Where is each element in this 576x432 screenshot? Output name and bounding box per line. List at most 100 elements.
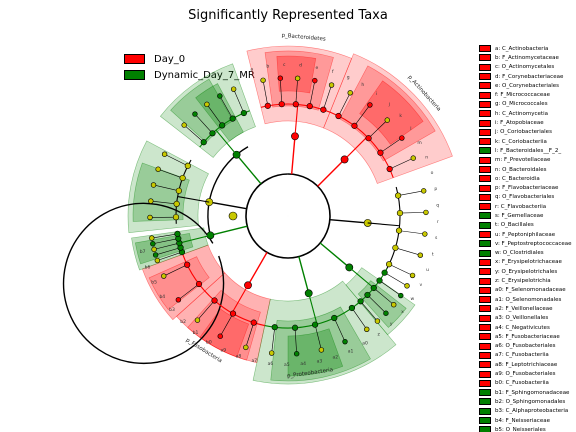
key-swatch: [479, 249, 491, 257]
tree-node: [347, 90, 353, 96]
tree-node: [392, 244, 399, 251]
tree-node: [367, 102, 373, 108]
clade-sector: [345, 267, 416, 336]
tree-node: [217, 333, 223, 339]
key-item: i: F_Atopobiaceae: [479, 118, 576, 127]
clade-letter: f: [332, 69, 334, 75]
tree-node: [211, 297, 218, 304]
key-swatch: [479, 175, 491, 183]
tree-node: [268, 350, 275, 356]
clade-letter: i: [376, 91, 377, 97]
tree-branch: [344, 136, 368, 160]
tree-node: [155, 166, 161, 172]
tree-node: [271, 324, 278, 331]
key-item: b2: O_Sphingomonadales: [479, 397, 576, 406]
tree-node: [161, 151, 168, 157]
tree-branch: [290, 136, 296, 175]
tree-branch: [399, 230, 425, 235]
clade-sector: [276, 55, 317, 94]
tree-branch: [158, 168, 183, 179]
key-item: d: F_Corynebacteriaceae: [479, 72, 576, 81]
key-swatch: [479, 156, 491, 164]
tree-node: [277, 75, 283, 81]
clade-sector: [252, 280, 397, 385]
tree-node: [240, 109, 247, 117]
key-label: a3: O_Veillonellales: [495, 315, 549, 322]
key-item: j: O_Coriobacteriales: [479, 128, 576, 137]
tree-node: [420, 188, 427, 194]
taxa-key-list: a: C_Actinobacteria b: F_Actinomycetaceae…: [479, 44, 576, 432]
tree-branch: [245, 322, 255, 348]
key-label: v: F_Peptostreptococcaceae: [495, 240, 572, 247]
key-swatch: [479, 351, 491, 359]
key-item: w: O_Clostridiales: [479, 249, 576, 258]
clade-sector: [141, 244, 226, 321]
tree-branch: [319, 242, 350, 268]
key-label: w: O_Clostridiales: [495, 250, 544, 257]
clade-letter: v: [419, 283, 422, 288]
key-item: a2: F_Veillonellaceae: [479, 304, 576, 313]
key-item: s: F_Gemellaceae: [479, 211, 576, 220]
tree-node: [184, 162, 191, 169]
tree-node: [391, 302, 397, 308]
key-swatch: [479, 54, 491, 62]
tree-node: [364, 291, 371, 299]
tree-node: [250, 319, 257, 326]
tree-branch: [155, 247, 181, 256]
clade-letter: a1: [348, 348, 354, 354]
clade-sector: [287, 328, 344, 377]
tree-node: [154, 257, 161, 264]
clade-letter: h: [361, 82, 364, 88]
key-label: s: F_Gemellaceae: [495, 212, 544, 219]
key-swatch: [479, 370, 491, 378]
tree-branch: [298, 256, 310, 294]
key-item: b4: F_Neisseriaceae: [479, 416, 576, 425]
clade-sector: [187, 289, 261, 361]
tree-branch: [153, 184, 179, 192]
tree-node: [195, 280, 203, 288]
tree-node: [294, 75, 301, 82]
clade-sector: [246, 45, 353, 129]
key-label: k: C_Coriobacteriia: [495, 138, 547, 145]
key-label: y: O_Erysipelotrichales: [495, 268, 558, 275]
clade-letter: a5: [284, 362, 290, 368]
key-swatch: [479, 426, 491, 432]
tree-node: [230, 86, 237, 92]
key-label: c: O_Actinomycetales: [495, 64, 555, 71]
tree-branch: [247, 252, 268, 286]
page-title: Significantly Represented Taxa: [188, 8, 388, 23]
key-item: a9: O_Fusobacteriales: [479, 369, 576, 378]
key-swatch: [479, 305, 491, 313]
tree-node: [335, 112, 342, 120]
tree-branch: [219, 313, 234, 337]
key-swatch: [479, 342, 491, 350]
tree-node: [175, 187, 182, 194]
tree-node: [229, 115, 236, 122]
tree-node: [396, 209, 404, 217]
clade-letter: g: [347, 76, 350, 81]
key-swatch: [479, 147, 491, 155]
key-label: u: F_Peptoniphilaceae: [495, 231, 556, 238]
clade-letter: x: [401, 310, 404, 315]
tree-node: [293, 351, 300, 357]
key-label: o: C_Bacteroidia: [495, 175, 540, 182]
tree-node: [410, 155, 416, 161]
tree-node: [147, 214, 153, 221]
key-item: y: O_Erysipelotrichales: [479, 267, 576, 276]
key-label: a1: O_Selenomonadales: [495, 296, 562, 303]
tree-branch: [163, 264, 188, 277]
tree-branch: [384, 272, 408, 287]
tree-branch: [150, 200, 177, 205]
clade-sector: [195, 83, 244, 142]
tree-branch: [179, 234, 211, 244]
key-item: m: F_Prevotellaceae: [479, 156, 576, 165]
key-swatch: [479, 193, 491, 201]
key-swatch: [479, 221, 491, 229]
tree-node: [179, 174, 186, 182]
tree-node: [209, 130, 216, 137]
tree-node: [364, 326, 370, 333]
tree-node: [381, 269, 388, 276]
key-swatch: [479, 110, 491, 118]
key-label: x: F_Erysipelotrichaceae: [495, 259, 562, 266]
clade-letter: z: [377, 333, 380, 338]
